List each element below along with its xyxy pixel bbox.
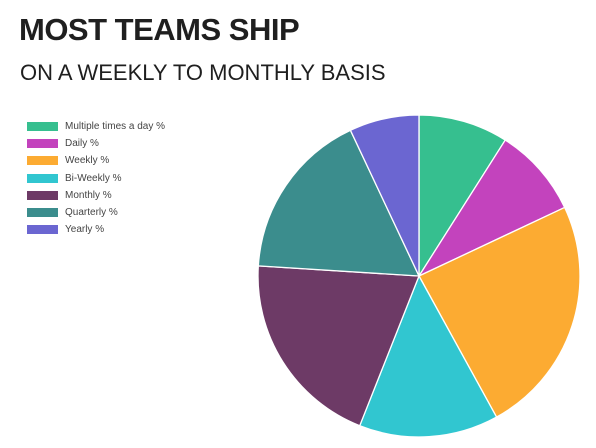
legend-swatch: [27, 139, 58, 149]
legend-item[interactable]: Daily %: [27, 135, 165, 152]
legend-label: Bi-Weekly %: [65, 172, 122, 184]
legend-item[interactable]: Weekly %: [27, 152, 165, 169]
legend-item[interactable]: Monthly %: [27, 187, 165, 204]
pie-slice[interactable]: [257, 129, 421, 277]
pie-slice[interactable]: [358, 274, 498, 438]
pie-slice[interactable]: [349, 114, 420, 277]
chart-subtitle: ON A WEEKLY TO MONTHLY BASIS: [20, 60, 386, 85]
legend-swatch: [27, 208, 58, 218]
legend-item[interactable]: Bi-Weekly %: [27, 170, 165, 187]
legend-swatch: [27, 156, 58, 166]
pie-slice[interactable]: [418, 114, 507, 279]
legend-label: Daily %: [65, 138, 99, 150]
legend-item[interactable]: Yearly %: [27, 221, 165, 238]
pie-slice[interactable]: [417, 139, 566, 278]
pie-chart: [257, 114, 581, 438]
legend-swatch: [27, 190, 58, 200]
legend-label: Weekly %: [65, 155, 110, 167]
chart-legend: Multiple times a day % Daily % Weekly % Bi-…: [27, 118, 165, 238]
legend-label: Quarterly %: [65, 207, 118, 219]
legend-swatch: [27, 173, 58, 183]
legend-item[interactable]: Quarterly %: [27, 204, 165, 221]
pie-slice[interactable]: [418, 206, 581, 418]
legend-swatch: [27, 122, 58, 132]
legend-label: Multiple times a day %: [65, 121, 166, 133]
pie-slice[interactable]: [257, 265, 420, 427]
legend-item[interactable]: Multiple times a day %: [27, 118, 165, 135]
legend-label: Yearly %: [65, 224, 105, 236]
legend-label: Monthly %: [65, 189, 112, 201]
legend-swatch: [27, 225, 58, 235]
chart-title: MOST TEAMS SHIP: [19, 12, 300, 47]
